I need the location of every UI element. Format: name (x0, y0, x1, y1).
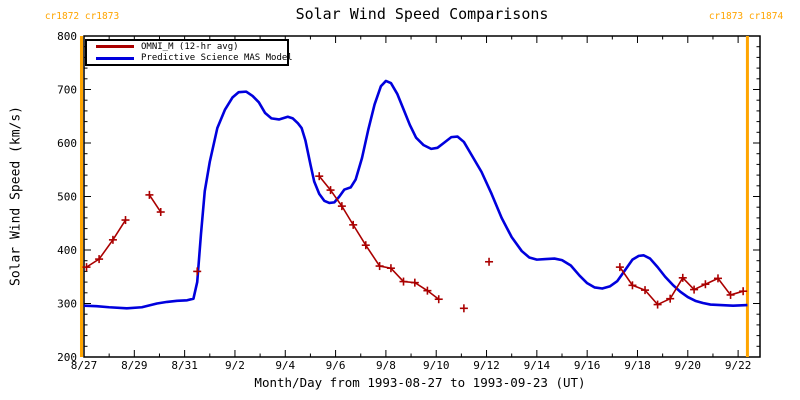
omni-segment (86, 219, 127, 268)
omni-plus-marker (739, 287, 748, 296)
omni-plus-marker (156, 208, 165, 217)
omni-plus-marker (193, 267, 202, 276)
omni-plus-marker (701, 280, 710, 289)
omni-plus-marker (713, 274, 722, 283)
x-tick-label: 9/6 (326, 359, 346, 372)
y-tick-label: 800 (57, 30, 77, 43)
cr-boundary-label-left: cr1872 cr1873 (44, 11, 120, 22)
omni-plus-marker (326, 186, 335, 195)
omni-plus-marker (349, 220, 358, 229)
omni-plus-marker (315, 172, 324, 181)
x-tick-label: 9/8 (376, 359, 396, 372)
x-tick-label: 8/27 (71, 359, 98, 372)
chart-title: Solar Wind Speed Comparisons (295, 5, 549, 23)
omni-plus-marker (337, 202, 346, 211)
model-line-swatch (96, 56, 134, 60)
omni-plus-marker (615, 263, 624, 272)
legend-label-omni: OMNI_M (12-hr avg) (141, 41, 239, 52)
x-tick-label: 9/18 (624, 359, 651, 372)
omni-plus-marker (666, 294, 675, 303)
omni-segment (148, 194, 162, 213)
legend-label-model: Predictive Science MAS Model (141, 53, 293, 64)
omni-plus-marker (386, 264, 395, 273)
omni-plus-marker (423, 286, 432, 295)
omni-plus-marker (628, 281, 637, 290)
omni-plus-marker (653, 300, 662, 309)
omni-plus-marker (641, 286, 650, 295)
x-tick-label: 9/20 (675, 359, 702, 372)
x-tick-label: 9/16 (574, 359, 601, 372)
axis-box (83, 35, 761, 358)
omni-plus-marker (690, 285, 699, 294)
x-tick-label: 8/31 (171, 359, 198, 372)
cr-boundary-label-right: cr1873 cr1874 (708, 11, 784, 22)
omni-plus-marker (361, 241, 370, 250)
x-tick-label: 9/2 (225, 359, 245, 372)
legend-entry-model: Predictive Science MAS Model (87, 53, 293, 64)
y-ticks: 200 300 400 500 600 700 800 (57, 30, 760, 364)
omni-plus-marker (410, 278, 419, 287)
omni-plus-marker (121, 216, 130, 225)
legend-entry-omni: OMNI_M (12-hr avg) (87, 41, 287, 52)
omni-plus-marker (108, 235, 117, 244)
x-tick-label: 9/10 (423, 359, 450, 372)
omni-plus-marker (678, 273, 687, 282)
omni-plus-marker (726, 290, 735, 299)
x-axis-label: Month/Day from 1993-08-27 to 1993-09-23 … (254, 375, 586, 390)
omni-plus-marker (459, 304, 468, 313)
model-curve (83, 79, 748, 310)
y-tick-label: 300 (57, 298, 77, 311)
omni-curve (82, 172, 748, 313)
cr-boundary-lines (79, 36, 749, 357)
omni-line-swatch (96, 45, 134, 49)
omni-segment (619, 266, 744, 306)
y-tick-label: 400 (57, 244, 77, 257)
x-ticks: 8/27 8/29 8/31 9/2 9/4 9/6 9/8 9/10 9/12 9/14 9/16… (71, 36, 752, 372)
x-tick-label: 9/14 (524, 359, 551, 372)
omni-plus-marker (485, 257, 494, 266)
omni-plus-marker (375, 262, 384, 271)
omni-plus-marker (434, 295, 443, 304)
legend: OMNI_M (12-hr avg) Predictive Science MA… (85, 39, 293, 66)
x-tick-label: 9/12 (473, 359, 500, 372)
omni-segment (318, 175, 440, 300)
omni-plus-marker (145, 190, 154, 199)
y-tick-label: 600 (57, 137, 77, 150)
y-tick-label: 700 (57, 84, 77, 97)
omni-plus-marker (95, 255, 104, 264)
y-tick-label: 500 (57, 191, 77, 204)
omni-plus-marker (399, 277, 408, 286)
x-tick-label: 9/22 (725, 359, 752, 372)
y-tick-label: 200 (57, 351, 77, 364)
omni-plus-marker (82, 263, 91, 272)
x-tick-label: 9/4 (275, 359, 295, 372)
x-tick-label: 8/29 (121, 359, 148, 372)
y-axis-label: Solar Wind Speed (km/s) (8, 105, 24, 287)
